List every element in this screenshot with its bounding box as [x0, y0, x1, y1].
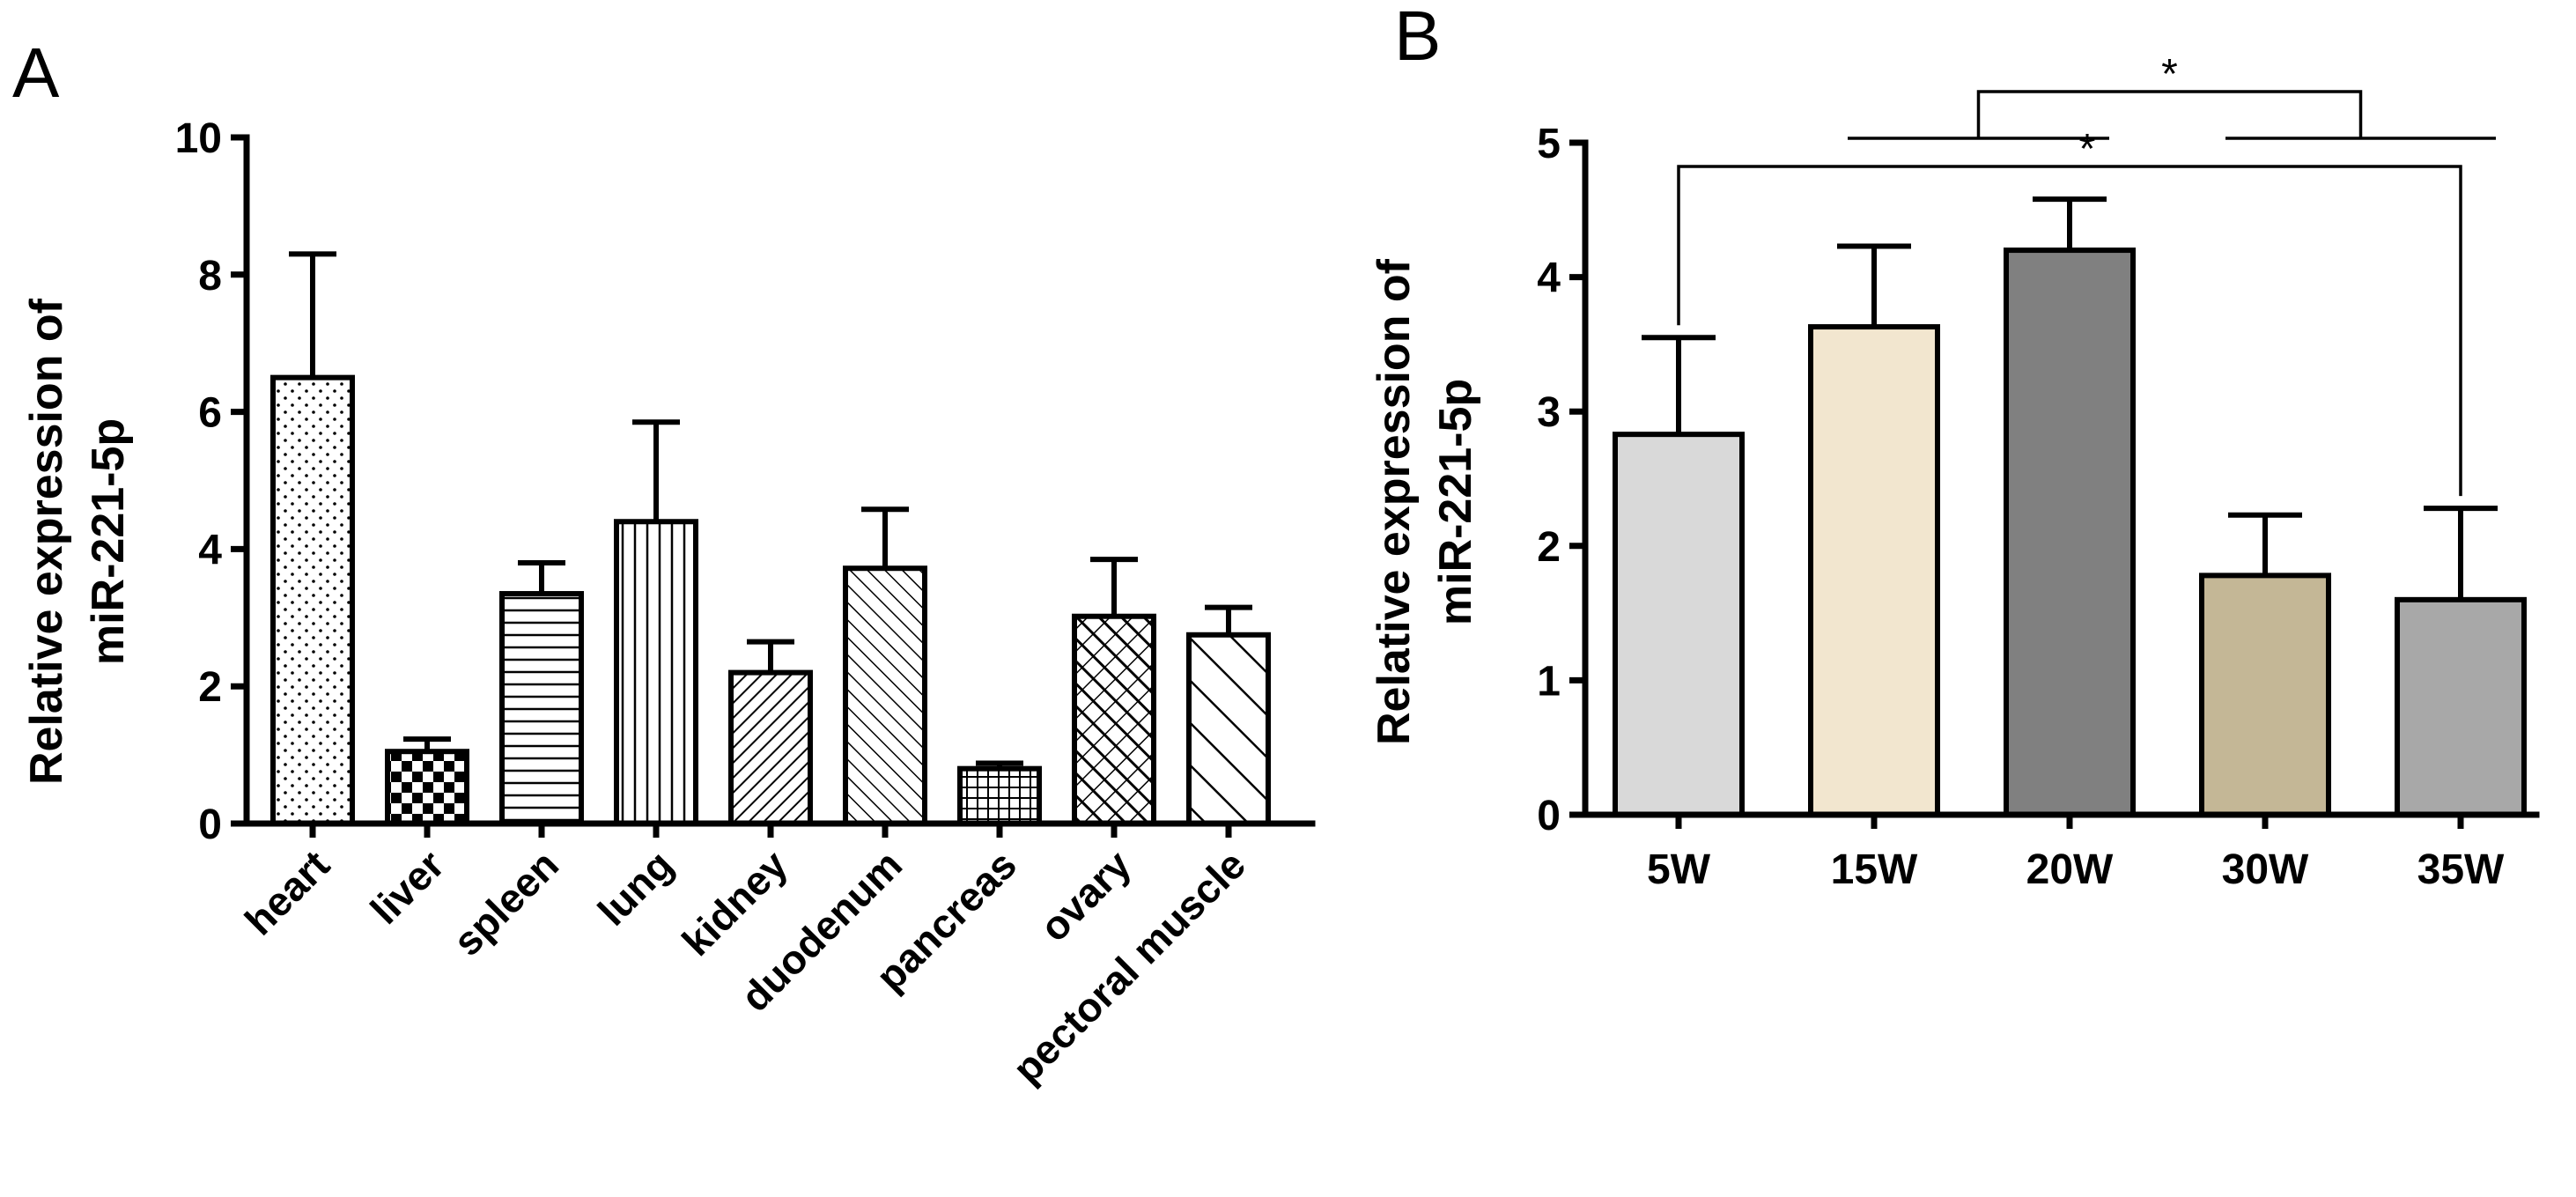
panel-b-significance: **	[1677, 51, 2496, 497]
panel-b: B Relative expression of miR-221-5p 0 1 2 3…	[1369, 0, 2540, 893]
significance-bracket-groups	[1848, 90, 2496, 140]
bar-duodenum	[843, 565, 927, 826]
significance-star: *	[2079, 126, 2096, 173]
panel-a-error-bars	[289, 251, 1252, 769]
bar-kidney	[728, 669, 813, 826]
panel-b-ylabel-line2: miR-221-5p	[1430, 379, 1481, 625]
category-label: heart	[236, 841, 338, 943]
error-bar-pectoral-muscle	[1205, 604, 1252, 635]
panel-a-y-axis: 0 2 4 6 8 10	[175, 115, 247, 848]
y-tick-label: 6	[198, 390, 222, 437]
bar-35w	[2395, 596, 2527, 818]
panel-b-label: B	[1394, 0, 1441, 75]
category-label: 30W	[2222, 846, 2309, 893]
y-tick-label: 4	[198, 527, 222, 573]
error-bar-5w	[1642, 335, 1716, 435]
panel-b-bars	[1613, 248, 2527, 818]
bar-liver	[385, 749, 469, 827]
error-bar-duodenum	[861, 506, 909, 569]
error-bar-kidney	[747, 639, 794, 673]
bar-pectoral-muscle	[1186, 632, 1271, 827]
category-label: liver	[361, 841, 453, 933]
significance-bracket-5w-35w	[1677, 165, 2462, 497]
y-tick-label: 2	[1537, 524, 1561, 571]
bar-ovary	[1072, 613, 1156, 826]
panel-b-x-axis: 5W 15W 20W 30W 35W	[1647, 815, 2505, 893]
bar-20w	[2004, 248, 2136, 817]
error-bar-pancreas	[976, 760, 1023, 769]
category-label: spleen	[444, 841, 567, 964]
error-bar-heart	[289, 251, 336, 378]
bar-heart	[270, 374, 355, 826]
panel-a-bars	[270, 374, 1271, 827]
y-tick-label: 0	[1537, 793, 1561, 839]
error-bar-20w	[2033, 196, 2107, 251]
bar-15w	[1808, 324, 1940, 817]
y-tick-label: 2	[198, 664, 222, 711]
error-bar-30w	[2228, 512, 2302, 576]
error-bar-liver	[403, 736, 451, 752]
category-label: 20W	[2026, 846, 2114, 893]
category-label: ovary	[1031, 841, 1140, 950]
bar-30w	[2199, 573, 2331, 817]
bar-spleen	[499, 591, 584, 826]
y-tick-label: 4	[1537, 255, 1561, 302]
panel-a-label: A	[12, 33, 60, 112]
significance-star: *	[2161, 51, 2178, 98]
category-label: 15W	[1831, 846, 1918, 893]
panel-a-ylabel-line2: miR-221-5p	[83, 418, 134, 665]
category-label: 5W	[1647, 846, 1711, 893]
category-label: lung	[589, 841, 682, 934]
y-tick-label: 0	[198, 802, 222, 848]
error-bar-ovary	[1090, 557, 1138, 617]
error-bar-lung	[632, 419, 680, 522]
error-bar-spleen	[518, 559, 565, 595]
panel-a: A Relative expression of miR-221-5p 0 2 4 6…	[12, 33, 1316, 1092]
bar-pancreas	[957, 765, 1042, 826]
y-tick-label: 5	[1537, 121, 1561, 167]
panel-b-ylabel-line1: Relative expression of	[1369, 258, 1420, 745]
y-tick-label: 1	[1537, 658, 1561, 705]
error-bar-15w	[1837, 243, 1911, 328]
panel-b-y-axis: 0 1 2 3 4 5	[1537, 121, 1585, 839]
category-label: 35W	[2417, 846, 2505, 893]
panel-b-error-bars	[1642, 196, 2498, 600]
bar-lung	[614, 519, 698, 826]
y-tick-label: 10	[175, 115, 222, 162]
y-tick-label: 8	[198, 253, 222, 299]
error-bar-35w	[2424, 506, 2498, 600]
panel-a-ylabel-line1: Relative expression of	[21, 298, 72, 785]
bar-5w	[1613, 432, 1745, 817]
y-tick-label: 3	[1537, 389, 1561, 436]
